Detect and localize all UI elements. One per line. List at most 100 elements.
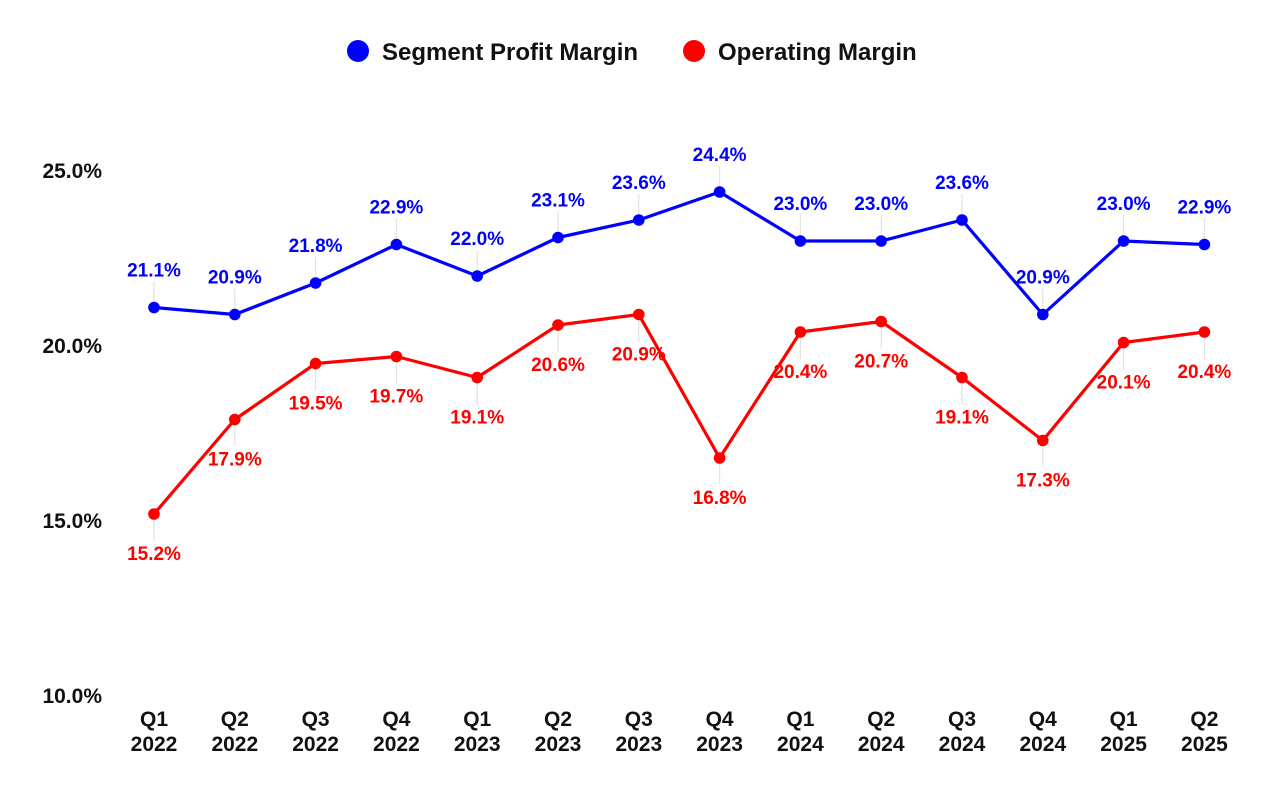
series-points [148, 186, 1211, 520]
series-0-point [633, 214, 645, 226]
x-tick-label: Q1 2023 [454, 708, 501, 756]
x-tick-label: Q1 2025 [1100, 708, 1147, 756]
x-tick-label-line: Q3 [948, 708, 976, 731]
x-tick-label-line: Q4 [706, 708, 734, 731]
series-1-point [471, 371, 484, 384]
x-tick-label-line: 2022 [131, 733, 178, 756]
x-tick-label-line: Q4 [382, 708, 410, 731]
series-0-data-label: 20.9% [208, 268, 262, 289]
y-axis: 10.0% 15.0% 20.0% 25.0% [42, 160, 102, 708]
series-0-data-label: 21.8% [289, 236, 343, 257]
series-0-data-label: 23.1% [531, 191, 585, 212]
series-line-1 [152, 312, 1207, 516]
x-tick-label-line: Q1 [463, 708, 491, 731]
series-0-data-label: 20.9% [1016, 268, 1070, 289]
series-1-point [713, 452, 726, 464]
series-0-point [875, 235, 887, 247]
x-tick-label-line: 2024 [1019, 733, 1066, 756]
x-tick-label-line: Q1 [786, 708, 814, 731]
series-0-point [794, 235, 807, 247]
label-leader-lines [153, 166, 1206, 541]
x-tick-label-line: 2024 [939, 733, 986, 756]
series-0-point [229, 308, 241, 321]
series-line-0 [152, 190, 1207, 317]
x-tick-label: Q3 2022 [292, 708, 339, 756]
x-tick-label-line: Q3 [302, 708, 330, 731]
series-1-data-label: 19.5% [289, 394, 343, 415]
x-tick-label-line: 2023 [696, 733, 743, 756]
x-tick-label: Q1 2022 [131, 708, 178, 756]
x-tick-label: Q2 2022 [211, 708, 258, 756]
series-0-point [956, 214, 968, 226]
y-tick-label: 10.0% [42, 685, 102, 708]
series-0-point [1037, 308, 1049, 321]
x-tick-label-line: 2022 [292, 733, 339, 756]
x-tick-label: Q2 2024 [858, 708, 905, 756]
x-tick-label: Q4 2024 [1019, 708, 1066, 756]
x-tick-label-line: 2024 [858, 733, 905, 756]
series-1-data-label: 20.4% [773, 362, 827, 383]
series-1-data-label: 20.4% [1177, 362, 1231, 383]
legend-label-1: Operating Margin [718, 39, 917, 66]
series-1-data-label: 20.7% [854, 352, 908, 373]
series-0-data-label: 23.0% [854, 194, 908, 215]
x-tick-label-line: Q3 [625, 708, 653, 731]
legend-label-0: Segment Profit Margin [382, 39, 638, 66]
x-tick-label-line: Q4 [1029, 708, 1057, 731]
series-0-data-label: 23.0% [773, 194, 827, 215]
x-tick-label-line: 2023 [454, 733, 501, 756]
x-tick-label-line: Q2 [221, 708, 249, 731]
series-1-point [552, 319, 564, 331]
series-0-point [552, 231, 564, 244]
series-lines [152, 190, 1207, 516]
series-0-data-label: 24.4% [693, 145, 747, 166]
legend-marker-0 [347, 40, 369, 62]
series-1-point [148, 508, 160, 520]
series-0-data-label: 23.0% [1097, 194, 1151, 215]
x-tick-label-line: Q2 [867, 708, 895, 731]
x-tick-label: Q4 2022 [373, 708, 420, 756]
series-1-point [633, 308, 645, 321]
y-tick-label: 20.0% [42, 335, 102, 358]
x-tick-label-line: 2022 [373, 733, 420, 756]
series-1-point [1037, 434, 1049, 447]
series-1-point [309, 357, 322, 370]
series-1-data-label: 16.8% [693, 488, 747, 509]
series-1-data-label: 20.1% [1097, 373, 1151, 394]
series-0-data-label: 23.6% [612, 173, 666, 194]
x-tick-label-line: 2023 [615, 733, 662, 756]
series-1-data-label: 20.9% [612, 345, 666, 366]
x-tick-label: Q2 2025 [1181, 708, 1228, 756]
series-1-data-label: 19.7% [369, 387, 423, 408]
x-tick-label: Q3 2023 [615, 708, 662, 756]
series-1-point [875, 315, 887, 328]
series-0-point [1198, 238, 1211, 251]
series-1-point [390, 350, 403, 363]
x-tick-label-line: Q1 [140, 708, 168, 731]
x-tick-label: Q2 2023 [535, 708, 582, 756]
series-0-data-label: 22.0% [450, 229, 504, 250]
x-tick-label-line: 2024 [777, 733, 824, 756]
series-0-data-label: 22.9% [369, 198, 423, 219]
series-1-data-label: 17.3% [1016, 471, 1070, 492]
x-tick-label-line: 2022 [211, 733, 258, 756]
series-0-data-label: 21.1% [127, 261, 181, 282]
series-1-point [1117, 336, 1130, 349]
series-0-point [390, 238, 403, 251]
y-tick-label: 25.0% [42, 160, 102, 183]
series-1-data-label: 20.6% [531, 355, 585, 376]
x-tick-label-line: Q2 [544, 708, 572, 731]
legend: Segment Profit Margin Operating Margin [347, 39, 917, 66]
series-1-data-label: 19.1% [450, 408, 504, 429]
x-tick-label: Q4 2023 [696, 708, 743, 756]
data-labels: 21.1% 20.9% 21.8% 22.9% 22.0% 23.1% 23.6% 24.4%… [127, 145, 1231, 565]
y-tick-label: 15.0% [42, 510, 102, 533]
series-1-data-label: 15.2% [127, 544, 181, 565]
series-1-data-label: 17.9% [208, 450, 262, 471]
x-tick-label-line: 2023 [535, 733, 582, 756]
series-1-point [1198, 326, 1211, 338]
series-0-point [309, 277, 322, 289]
series-0-point [713, 186, 726, 198]
series-0-point [1117, 235, 1130, 247]
